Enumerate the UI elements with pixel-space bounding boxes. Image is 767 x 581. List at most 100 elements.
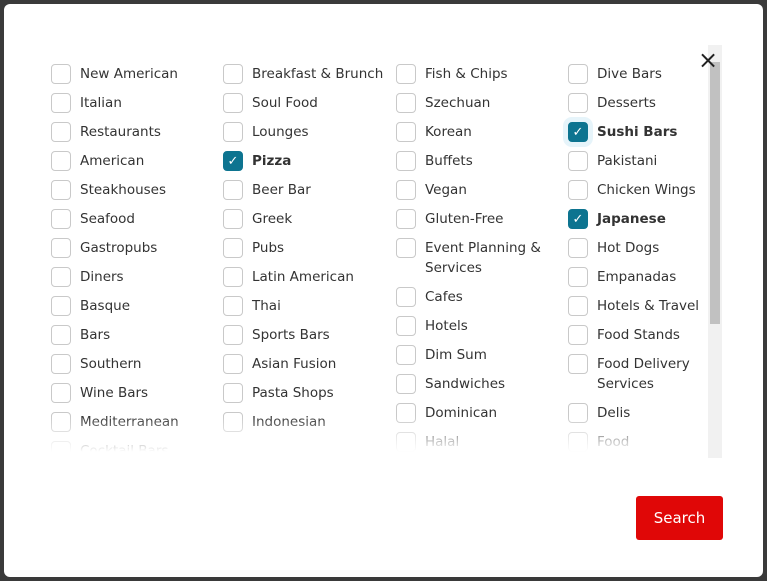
category-checkbox-item[interactable]: Gluten-Free [396,209,561,229]
checkbox[interactable] [51,238,71,258]
category-checkbox-item[interactable]: Pasta Shops [223,383,388,403]
checkbox[interactable] [396,374,416,394]
category-checkbox-item[interactable]: Southern [51,354,216,374]
category-checkbox-item[interactable]: Italian [51,93,216,113]
scrollbar-thumb[interactable] [710,62,720,324]
category-checkbox-item[interactable]: ✓ Japanese [568,209,707,229]
category-checkbox-item[interactable]: Wine Bars [51,383,216,403]
scrollbar[interactable] [708,45,722,458]
checkbox[interactable] [396,93,416,113]
checkbox[interactable] [51,93,71,113]
category-checkbox-item[interactable]: American [51,151,216,171]
category-checkbox-item[interactable]: Sandwiches [396,374,561,394]
checkbox[interactable] [568,296,588,316]
checkbox[interactable] [51,209,71,229]
checkbox[interactable] [223,64,243,84]
category-checkbox-item[interactable]: Basque [51,296,216,316]
category-checkbox-item[interactable]: Thai [223,296,388,316]
checkbox[interactable] [396,316,416,336]
category-checkbox-item[interactable]: Empanadas [568,267,707,287]
checkbox[interactable] [396,180,416,200]
checkbox[interactable] [568,354,588,374]
category-checkbox-item[interactable]: Soul Food [223,93,388,113]
checkbox[interactable] [396,122,416,142]
checkbox[interactable] [568,325,588,345]
category-label: Wine Bars [80,385,149,401]
checkbox[interactable] [396,151,416,171]
checkbox[interactable] [396,287,416,307]
checkbox[interactable] [568,267,588,287]
checkbox[interactable] [51,180,71,200]
category-checkbox-item[interactable]: Dim Sum [396,345,561,365]
category-checkbox-item[interactable]: Fish & Chips [396,64,561,84]
checkbox[interactable] [223,325,243,345]
checkbox[interactable] [51,267,71,287]
category-checkbox-item[interactable]: Asian Fusion [223,354,388,374]
checkbox[interactable] [223,122,243,142]
category-checkbox-item[interactable]: Buffets [396,151,561,171]
checkbox[interactable] [223,267,243,287]
category-checkbox-item[interactable]: ✓ Pizza [223,151,388,171]
category-checkbox-item[interactable]: Event Planning & Services [396,238,561,278]
category-checkbox-item[interactable]: Lounges [223,122,388,142]
category-checkbox-item[interactable]: Restaurants [51,122,216,142]
category-checkbox-item[interactable]: Sports Bars [223,325,388,345]
category-label: Pizza [252,153,292,169]
category-checkbox-item[interactable]: Food Stands [568,325,707,345]
checkbox[interactable] [223,383,243,403]
checkbox[interactable] [568,64,588,84]
category-checkbox-item[interactable]: Food Delivery Services [568,354,707,394]
category-checkbox-item[interactable]: Latin American [223,267,388,287]
checkbox[interactable] [223,93,243,113]
checkbox[interactable] [396,209,416,229]
checkbox[interactable] [223,296,243,316]
category-checkbox-item[interactable]: Hot Dogs [568,238,707,258]
category-checkbox-item[interactable]: Dive Bars [568,64,707,84]
category-checkbox-item[interactable]: Pubs [223,238,388,258]
checkbox[interactable] [568,238,588,258]
checkbox[interactable] [51,151,71,171]
checkbox-checked-icon[interactable]: ✓ [568,122,588,142]
checkbox[interactable] [51,296,71,316]
category-checkbox-item[interactable]: Chicken Wings [568,180,707,200]
close-icon[interactable]: × [698,46,719,74]
category-checkbox-item[interactable]: Hotels & Travel [568,296,707,316]
checkbox[interactable] [223,180,243,200]
category-checkbox-item[interactable]: Vegan [396,180,561,200]
checkbox[interactable] [223,238,243,258]
category-label: Hotels & Travel [597,298,700,314]
checkbox[interactable] [51,383,71,403]
checkbox-checked-icon[interactable]: ✓ [568,209,588,229]
checkbox[interactable] [51,325,71,345]
checkbox[interactable] [51,64,71,84]
category-checkbox-item[interactable]: Pakistani [568,151,707,171]
category-label: Pakistani [597,153,658,169]
search-button[interactable]: Search [636,496,723,540]
checkbox[interactable] [396,238,416,258]
checkbox[interactable] [223,354,243,374]
category-checkbox-item[interactable]: Beer Bar [223,180,388,200]
category-checkbox-item[interactable]: Bars [51,325,216,345]
category-checkbox-item[interactable]: Breakfast & Brunch [223,64,388,84]
category-checkbox-item[interactable]: Hotels [396,316,561,336]
checkbox[interactable] [223,209,243,229]
checkbox[interactable] [396,64,416,84]
checkbox[interactable] [568,180,588,200]
category-checkbox-item[interactable]: Diners [51,267,216,287]
checkbox[interactable] [51,354,71,374]
checkbox-checked-icon[interactable]: ✓ [223,151,243,171]
category-checkbox-item[interactable]: New American [51,64,216,84]
category-checkbox-item[interactable]: Gastropubs [51,238,216,258]
category-checkbox-item[interactable]: Szechuan [396,93,561,113]
category-checkbox-item[interactable]: Seafood [51,209,216,229]
category-checkbox-item[interactable]: ✓ Sushi Bars [568,122,707,142]
category-checkbox-item[interactable]: Steakhouses [51,180,216,200]
checkbox[interactable] [51,122,71,142]
category-checkbox-item[interactable]: Cafes [396,287,561,307]
category-checkbox-item[interactable]: Korean [396,122,561,142]
category-checkbox-item[interactable]: Desserts [568,93,707,113]
checkbox[interactable] [568,93,588,113]
category-checkbox-item[interactable]: Greek [223,209,388,229]
checkbox[interactable] [568,151,588,171]
checkbox[interactable] [396,345,416,365]
